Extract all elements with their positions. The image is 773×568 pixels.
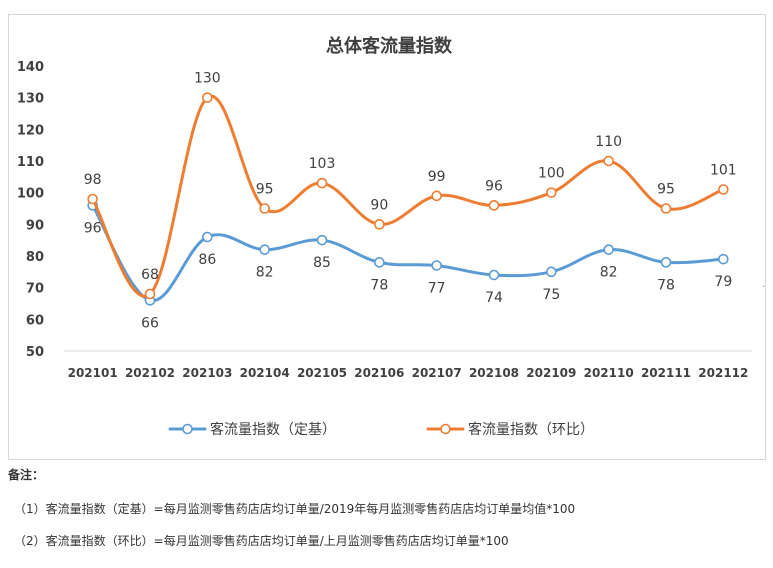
x-tick-label: 202104 — [240, 366, 290, 380]
data-label: 74 — [485, 290, 503, 306]
data-label: 96 — [84, 220, 102, 236]
data-label: 86 — [198, 252, 216, 268]
data-label: 100 — [538, 166, 565, 182]
y-tick-label: 120 — [17, 123, 44, 138]
data-label: 103 — [309, 156, 336, 172]
data-point — [660, 257, 672, 268]
data-label: 78 — [370, 277, 388, 293]
x-tick-label: 202103 — [182, 366, 232, 380]
side-mark: · — [762, 282, 766, 293]
data-point — [431, 190, 442, 202]
y-axis: 50 60 70 80 90 100 110 120 130 140 — [17, 60, 44, 360]
legend-marker — [182, 423, 193, 435]
data-label: 110 — [595, 134, 622, 150]
data-label: 82 — [256, 265, 274, 281]
x-axis: 202101 202102 202103 202104 202105 202106 2021… — [64, 350, 752, 380]
y-tick-label: 60 — [26, 313, 44, 328]
data-point — [488, 200, 500, 211]
note-line-2: （2）客流量指数（环比）=每月监测零售药店店均订单量/上月监测零售药店店均订单量… — [14, 534, 509, 548]
y-tick-label: 70 — [26, 282, 44, 297]
series-2: 98 68 130 95 103 90 99 96 100 110 95 101 — [84, 71, 737, 300]
data-point — [546, 266, 557, 278]
legend-label: 客流量指数（环比） — [468, 421, 594, 438]
data-label: 96 — [485, 178, 503, 194]
data-point — [202, 231, 213, 243]
data-label: 95 — [657, 182, 675, 198]
data-label: 66 — [141, 315, 159, 331]
x-tick-label: 202106 — [354, 366, 404, 380]
data-label: 90 — [370, 197, 388, 213]
chart-frame — [8, 14, 766, 460]
series-line — [91, 94, 725, 298]
data-point — [374, 219, 385, 230]
y-tick-label: 140 — [17, 60, 44, 75]
data-label: 101 — [710, 163, 737, 179]
y-tick-label: 50 — [26, 345, 44, 360]
legend-label: 客流量指数（定基） — [210, 421, 336, 438]
data-point — [374, 257, 385, 268]
x-tick-label: 202102 — [125, 366, 175, 380]
data-label: 79 — [714, 274, 732, 290]
data-point — [488, 269, 500, 281]
series-line — [91, 203, 725, 302]
series-layer: 96 66 86 82 85 78 77 74 75 82 78 79 98 68 130 95 103 90 99… — [84, 71, 737, 332]
y-tick-label: 90 — [26, 218, 44, 233]
notes-title: 备注： — [8, 468, 45, 482]
data-point — [144, 288, 156, 300]
data-point — [603, 155, 614, 167]
legend-item-1: 客流量指数（定基） — [168, 421, 336, 438]
data-label: 130 — [194, 71, 221, 87]
data-point — [316, 234, 328, 246]
data-label: 68 — [141, 267, 159, 283]
legend-item-2: 客流量指数（环比） — [426, 421, 594, 438]
x-tick-label: 202112 — [698, 366, 748, 380]
x-tick-label: 202110 — [584, 366, 634, 380]
x-tick-label: 202109 — [526, 366, 576, 380]
y-tick-label: 100 — [17, 187, 44, 202]
x-tick-label: 202105 — [297, 366, 347, 380]
x-tick-label: 202108 — [469, 366, 519, 380]
data-label: 75 — [542, 287, 560, 303]
y-tick-label: 130 — [17, 92, 44, 107]
note-line-1: （1）客流量指数（定基）=每月监测零售药店店均订单量/2019年每月监测零售药店… — [14, 502, 576, 516]
notes: 备注： （1）客流量指数（定基）=每月监测零售药店店均订单量/2019年每月监测… — [8, 466, 768, 564]
legend: 客流量指数（定基） 客流量指数（环比） — [168, 421, 594, 438]
data-point — [546, 187, 557, 198]
data-label: 82 — [600, 265, 618, 281]
x-tick-label: 202101 — [68, 366, 118, 380]
data-point — [316, 177, 328, 189]
y-tick-label: 80 — [26, 250, 44, 265]
data-point — [202, 92, 213, 103]
legend-marker — [440, 423, 451, 435]
x-tick-label: 202107 — [412, 366, 462, 380]
data-point — [660, 203, 672, 214]
data-point — [718, 184, 729, 195]
data-point — [603, 244, 614, 255]
data-label: 95 — [256, 182, 274, 198]
data-point — [259, 244, 270, 255]
data-label: 77 — [428, 281, 446, 297]
data-point — [87, 193, 98, 205]
x-tick-label: 202111 — [641, 366, 691, 380]
data-label: 99 — [428, 169, 446, 185]
series-1: 96 66 86 82 85 78 77 74 75 82 78 79 — [84, 200, 732, 331]
chart-title: 总体客流量指数 — [326, 35, 453, 57]
data-point — [259, 203, 270, 214]
data-label: 98 — [84, 172, 102, 188]
y-tick-label: 110 — [17, 155, 44, 170]
data-point — [431, 260, 442, 271]
data-point — [718, 253, 729, 265]
data-label: 78 — [657, 277, 675, 293]
data-label: 85 — [313, 255, 331, 271]
